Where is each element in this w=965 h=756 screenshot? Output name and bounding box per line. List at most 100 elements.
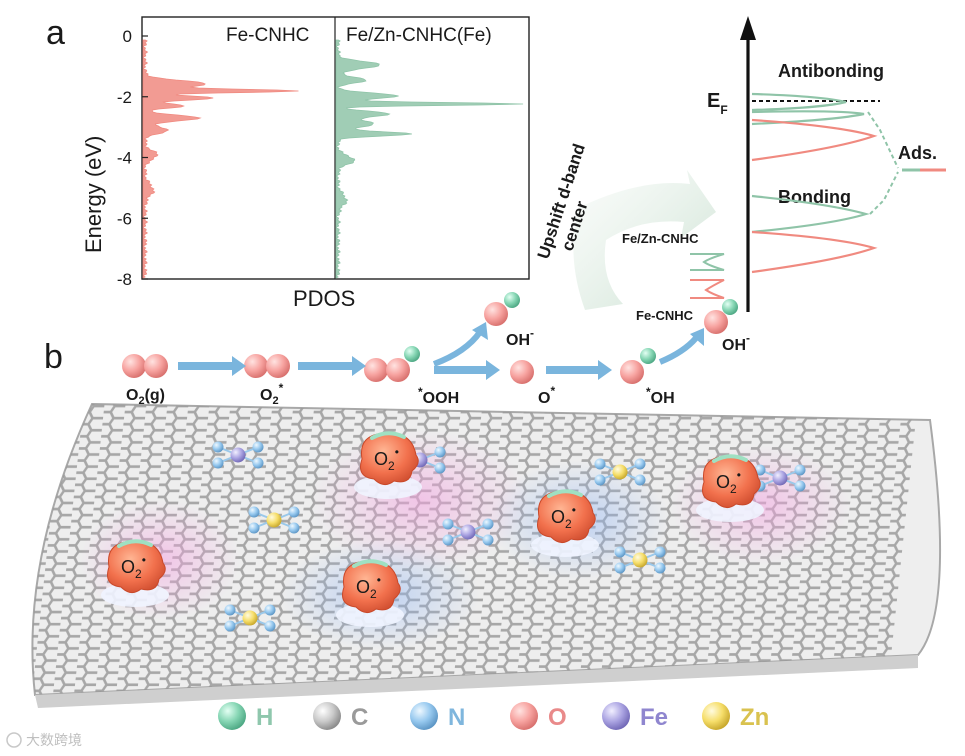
o2-radical-label: O2• [356, 573, 381, 601]
mini-label-fezn: Fe/Zn-CNHC [622, 231, 699, 246]
molecule-highlight [352, 559, 388, 568]
series-label-fezn-cnhc: Fe/Zn-CNHC(Fe) [346, 25, 492, 46]
y-tick-label: -8 [117, 270, 132, 289]
active-site [224, 604, 276, 632]
x-axis-label: PDOS [293, 286, 355, 311]
bonding-curve-fezn [751, 194, 870, 234]
n-atom [634, 458, 646, 470]
legend-swatch [510, 702, 538, 730]
n-atom [482, 534, 494, 546]
o-atom [144, 354, 168, 378]
watermark: 大数跨境 [6, 732, 82, 749]
watermark-text: 大数跨境 [26, 733, 82, 749]
mini-dband-icons: Fe/Zn-CNHC Fe-CNHC [622, 231, 725, 323]
band-diagram: EF Antibonding Bonding Ads. [707, 16, 946, 312]
n-atom [248, 506, 260, 518]
o2-radicals: O2• O2• O2• O2• O2• [101, 431, 764, 627]
label-oh-minus-1: OH- [506, 326, 534, 349]
n-atom [252, 441, 264, 453]
upshift-arrow: Upshift d-band center [534, 141, 716, 310]
n-atom [442, 518, 454, 530]
o-atom [266, 354, 290, 378]
label-o-adsorbed: O* [538, 384, 555, 407]
active-site [212, 441, 264, 469]
upshift-arrow-shape [573, 170, 716, 310]
pdos-right-series [335, 39, 524, 279]
n-atom [264, 604, 276, 616]
label-ooh: *OOH [418, 385, 459, 407]
fermi-level-label: EF [707, 90, 728, 117]
o2-radical-label: O2• [374, 445, 399, 473]
zn-atom [242, 610, 258, 626]
energy-axis-arrowhead [740, 16, 756, 40]
label-o2g: O2(g) [126, 387, 165, 407]
release-arrow [658, 335, 699, 365]
o-atom [510, 360, 534, 384]
legend-item-zn: Zn [702, 702, 769, 731]
active-site [594, 458, 646, 486]
fe-atom [772, 470, 788, 486]
n-atom [654, 546, 666, 558]
legend-swatch [313, 702, 341, 730]
zn-atom [266, 512, 282, 528]
molecule-highlight [712, 454, 748, 463]
label-oh-adsorbed: *OH [646, 385, 675, 407]
o-atom [364, 358, 388, 382]
o-atom [244, 354, 268, 378]
release-arrowhead [690, 328, 704, 346]
legend-swatch [602, 702, 630, 730]
n-atom [434, 446, 446, 458]
zn-atom [612, 464, 628, 480]
o-atom [386, 358, 410, 382]
o-atom [122, 354, 146, 378]
release-arrowhead [472, 322, 488, 340]
n-atom [482, 518, 494, 530]
y-axis-label: Energy (eV) [81, 136, 106, 253]
y-tick-label: 0 [123, 27, 132, 46]
legend-label: N [448, 704, 465, 731]
series-label-fe-cnhc: Fe-CNHC [226, 25, 309, 46]
pdos-plot: 0 -2 -4 -6 -8 Fe-CNHC Fe/Zn-CNHC(Fe) PDOS En… [81, 16, 530, 311]
n-atom [224, 604, 236, 616]
active-site [442, 518, 494, 546]
o-atom [484, 302, 508, 326]
panel-a-label: a [46, 14, 65, 52]
fe-atom [460, 524, 476, 540]
h-atom [722, 299, 738, 315]
mini-dband-fezn [690, 253, 725, 271]
n-atom [212, 441, 224, 453]
step-arrow [178, 356, 246, 376]
legend-swatch [702, 702, 730, 730]
pdos-curve-fezn-cnhc [335, 39, 524, 279]
label-oh-minus-2: OH- [722, 331, 750, 354]
o2-radical-molecule: O2• [696, 454, 764, 522]
ads-label: Ads. [898, 143, 937, 163]
molecule-highlight [117, 539, 153, 548]
o2-radical-label: O2• [716, 468, 741, 496]
n-atom [252, 457, 264, 469]
active-site [248, 506, 300, 534]
antibonding-curve-fe [751, 118, 878, 162]
release-arrow [432, 330, 483, 367]
pdos-y-ticks: 0 -2 -4 -6 -8 [117, 27, 148, 289]
n-atom [614, 562, 626, 574]
antibonding-curve-fezn-2 [751, 110, 865, 126]
legend-label: C [351, 704, 368, 731]
n-atom [634, 474, 646, 486]
bonding-curve-fe [751, 230, 878, 274]
n-atom [614, 546, 626, 558]
o-atom [620, 360, 644, 384]
atom-legend: H C N O Fe Zn [218, 702, 769, 731]
watermark-logo-icon [6, 732, 22, 748]
legend-item-n: N [410, 702, 465, 731]
n-atom [288, 522, 300, 534]
n-atom [794, 480, 806, 492]
reaction-pathway: O2(g) O2* *OOH O* *OH OH- OH- [122, 292, 750, 407]
legend-item-fe: Fe [602, 702, 668, 731]
o-atom [704, 310, 728, 334]
legend-label: Fe [640, 704, 668, 731]
sheet-edge [35, 655, 918, 708]
n-atom [212, 457, 224, 469]
panel-b-label: b [44, 338, 63, 376]
fe-atom [230, 447, 246, 463]
